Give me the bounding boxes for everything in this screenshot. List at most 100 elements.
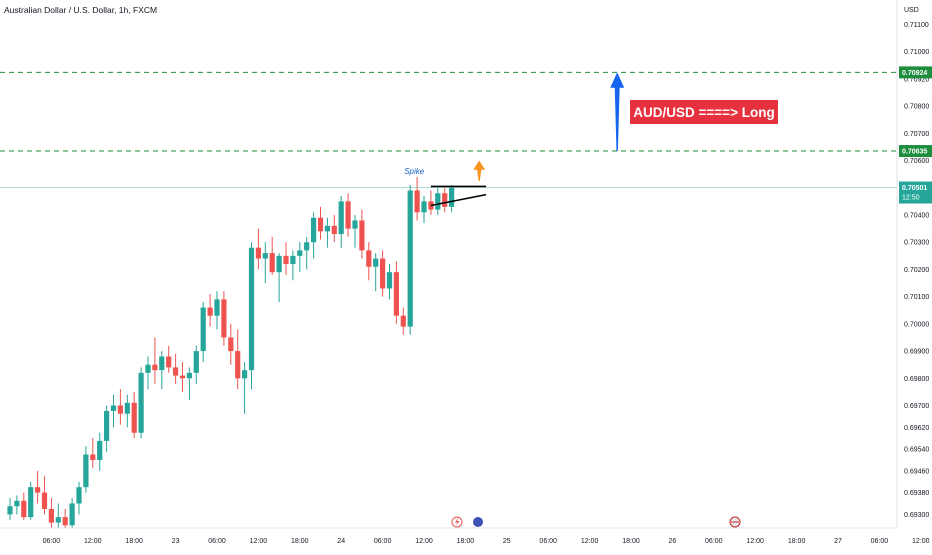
candle [145, 356, 151, 390]
candle [69, 498, 75, 528]
candle-body [97, 440, 103, 460]
candle [331, 215, 337, 243]
price-tick-label: 0.69800 [904, 376, 929, 383]
candle [166, 345, 172, 373]
candle [352, 215, 358, 248]
price-tick-label: 0.70200 [904, 267, 929, 274]
candle [214, 291, 220, 330]
spike-label: Spike [404, 167, 425, 176]
candle [380, 250, 386, 297]
candle-body [221, 299, 227, 338]
candle-body [62, 517, 68, 526]
candle-body [124, 402, 130, 414]
candle [221, 291, 227, 346]
candle [373, 253, 379, 292]
candle [297, 242, 303, 273]
candle [290, 250, 296, 281]
candle-body [345, 201, 351, 229]
candle [317, 206, 324, 240]
candle [193, 345, 199, 384]
candle-body [131, 402, 137, 433]
candle [386, 264, 393, 300]
candle-body [117, 405, 123, 414]
time-tick-label: 12:00 [912, 538, 930, 545]
candle [269, 236, 275, 275]
time-tick-label: 27 [834, 538, 842, 545]
candle-body [386, 272, 393, 289]
price-tick-label: 0.69900 [904, 349, 929, 356]
trade-banner: AUD/USD ====> Long [630, 100, 778, 124]
candle [138, 367, 144, 439]
candle-body [200, 307, 206, 352]
flash-glyph-icon [455, 518, 460, 526]
candle [276, 253, 282, 303]
candle-body [179, 375, 186, 379]
candle [421, 195, 427, 224]
time-tick-label: 18:00 [125, 538, 143, 545]
candle [90, 438, 96, 469]
time-tick-label: 18:00 [622, 538, 640, 545]
price-tick-label: 0.69700 [904, 403, 929, 410]
price-tick-label: 0.70400 [904, 213, 929, 220]
candle-body [104, 410, 110, 441]
candle [345, 193, 351, 237]
candle [442, 187, 448, 213]
candle-body [228, 337, 234, 352]
candle [186, 367, 192, 401]
candle-body [317, 217, 324, 232]
candle [255, 228, 261, 270]
time-tick-label: 25 [503, 538, 511, 545]
candle-body [90, 454, 96, 460]
candle-body [110, 405, 117, 411]
candle [428, 190, 434, 216]
price-tick-label: 0.69540 [904, 447, 929, 454]
level-badge-target [899, 66, 932, 79]
candle-body [235, 351, 241, 379]
candle [283, 242, 289, 275]
candle-body [421, 201, 427, 213]
candle-body [331, 225, 337, 235]
candle-body [7, 506, 13, 515]
candle-body [380, 258, 386, 289]
pennant-lower-line [430, 193, 487, 207]
candle-body [21, 500, 27, 518]
candle-body [76, 487, 82, 504]
price-tick-label: 0.69620 [904, 425, 929, 432]
candle [21, 492, 27, 520]
candle-body [311, 217, 317, 243]
candle-body [145, 364, 151, 373]
current-price-label: 0.70501 [902, 185, 927, 192]
candle-body [69, 503, 75, 526]
candle-body [152, 364, 158, 371]
candle-body [166, 356, 172, 368]
candle-body [55, 517, 61, 523]
candle-body [159, 356, 165, 371]
candle [311, 212, 317, 259]
candle [97, 432, 103, 471]
candle-body [48, 508, 54, 523]
candle [14, 495, 20, 515]
candle [41, 476, 48, 515]
price-tick-label: 0.70700 [904, 131, 929, 138]
candle-body [242, 370, 248, 379]
candle [55, 503, 61, 528]
time-tick-label: 18:00 [788, 538, 806, 545]
time-tick-label: 06:00 [705, 538, 723, 545]
countdown-label: 12:50 [902, 195, 920, 202]
candle-body [407, 190, 413, 327]
candle-body [186, 372, 192, 379]
candle-body [41, 492, 48, 509]
price-tick-label: 0.69380 [904, 490, 929, 497]
candle [110, 394, 117, 428]
time-tick-label: 24 [337, 538, 345, 545]
candle [124, 394, 130, 428]
candle-body [35, 487, 41, 493]
price-axis-unit: USD [904, 7, 919, 14]
candle-body [193, 351, 199, 373]
candle [104, 405, 110, 452]
candle-body [393, 272, 399, 316]
price-tick-label: 0.71000 [904, 49, 929, 56]
candle [248, 242, 255, 390]
